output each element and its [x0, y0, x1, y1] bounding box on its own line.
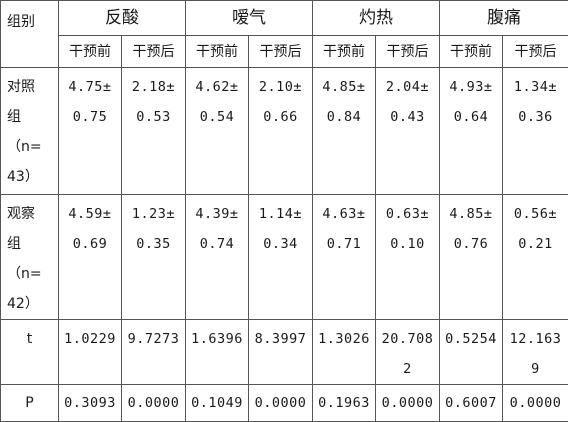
group-label-line: 42） [7, 289, 58, 319]
subheader-post: 干预后 [503, 36, 568, 68]
value-cell: 4.39±0.74 [186, 195, 249, 320]
stat-label-t: t [1, 320, 59, 385]
value-cell: 4.62±0.54 [186, 68, 249, 195]
subheader-post: 干预后 [376, 36, 440, 68]
value-cell: 4.85±0.76 [440, 195, 503, 320]
table-row-p-value: P 0.3093 0.0000 0.1049 0.0000 0.1963 0.0… [1, 385, 568, 422]
group-label-line: 43） [7, 162, 58, 192]
subheader-post: 干预后 [122, 36, 186, 68]
stat-label-p: P [1, 385, 59, 422]
group-label-line: （n= [7, 132, 58, 162]
value-cell: 2.04±0.43 [376, 68, 440, 195]
group-label-line: 组 [7, 229, 58, 259]
value-cell: 1.3026 [313, 320, 376, 385]
value-cell: 0.0000 [249, 385, 313, 422]
group-label-line: 对照 [7, 68, 58, 102]
value-cell: 0.3093 [59, 385, 122, 422]
value-cell: 0.56±0.21 [503, 195, 568, 320]
value-cell: 0.0000 [376, 385, 440, 422]
table-row-control: 对照 组 （n= 43） 4.75±0.75 2.18±0.53 4.62±0.… [1, 68, 568, 195]
value-cell: 0.6007 [440, 385, 503, 422]
subheader-post: 干预后 [249, 36, 313, 68]
value-cell: 1.23±0.35 [122, 195, 186, 320]
value-cell: 0.5254 [440, 320, 503, 385]
metric-header-abdominal-pain: 腹痛 [440, 1, 568, 36]
table-row-observation: 观察 组 （n= 42） 4.59±0.69 1.23±0.35 4.39±0.… [1, 195, 568, 320]
value-cell: 1.6396 [186, 320, 249, 385]
metric-header-heartburn: 灼热 [313, 1, 440, 36]
value-cell: 0.1963 [313, 385, 376, 422]
group-label-line: 观察 [7, 195, 58, 229]
group-label-observation: 观察 组 （n= 42） [1, 195, 59, 320]
value-cell: 8.3997 [249, 320, 313, 385]
header-row-timepoints: 干预前 干预后 干预前 干预后 干预前 干预后 干预前 干预后 [1, 36, 568, 68]
value-cell: 0.63±0.10 [376, 195, 440, 320]
value-cell: 9.7273 [122, 320, 186, 385]
value-cell: 1.34±0.36 [503, 68, 568, 195]
value-cell: 4.75±0.75 [59, 68, 122, 195]
group-label-control: 对照 组 （n= 43） [1, 68, 59, 195]
value-cell: 4.93±0.64 [440, 68, 503, 195]
subheader-pre: 干预前 [313, 36, 376, 68]
value-cell: 4.59±0.69 [59, 195, 122, 320]
group-header: 组别 [1, 1, 59, 68]
header-row-metrics: 组别 反酸 嗳气 灼热 腹痛 [1, 1, 568, 36]
value-cell: 0.1049 [186, 385, 249, 422]
value-cell: 1.0229 [59, 320, 122, 385]
subheader-pre: 干预前 [440, 36, 503, 68]
subheader-pre: 干预前 [59, 36, 122, 68]
value-cell: 4.63±0.71 [313, 195, 376, 320]
metric-header-acid-reflux: 反酸 [59, 1, 186, 36]
value-cell: 0.0000 [122, 385, 186, 422]
group-label-line: （n= [7, 259, 58, 289]
subheader-pre: 干预前 [186, 36, 249, 68]
group-label-line: 组 [7, 102, 58, 132]
table-row-t-statistic: t 1.0229 9.7273 1.6396 8.3997 1.3026 20.… [1, 320, 568, 385]
value-cell: 0.0000 [503, 385, 568, 422]
value-cell: 2.10±0.66 [249, 68, 313, 195]
metric-header-belching: 嗳气 [186, 1, 313, 36]
value-cell: 1.14±0.34 [249, 195, 313, 320]
value-cell: 4.85±0.84 [313, 68, 376, 195]
value-cell: 2.18±0.53 [122, 68, 186, 195]
